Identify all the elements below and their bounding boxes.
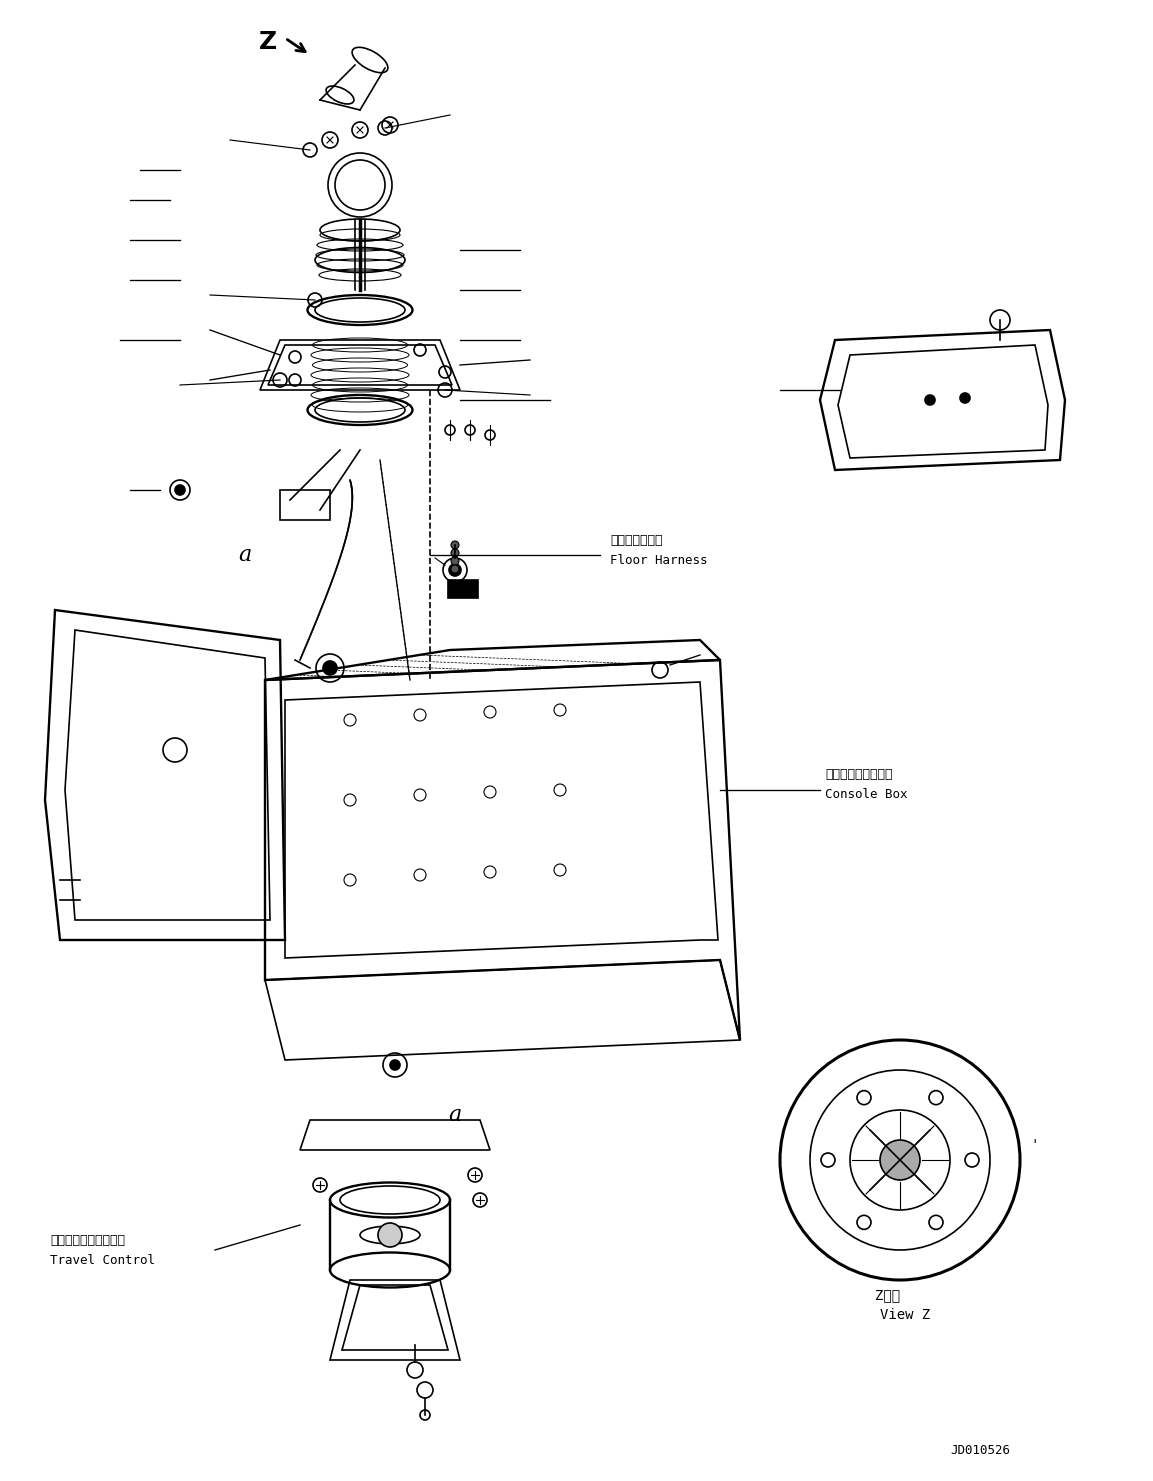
Circle shape bbox=[390, 1060, 400, 1069]
Circle shape bbox=[451, 549, 459, 557]
Text: Z　視: Z 視 bbox=[875, 1288, 900, 1302]
Circle shape bbox=[451, 557, 459, 564]
Circle shape bbox=[449, 564, 461, 576]
Text: JD010526: JD010526 bbox=[950, 1444, 1010, 1456]
Bar bbox=[449, 581, 478, 598]
Text: トラベルコントロール: トラベルコントロール bbox=[50, 1234, 125, 1247]
Circle shape bbox=[451, 564, 459, 573]
Text: View Z: View Z bbox=[880, 1308, 930, 1323]
Text: Z: Z bbox=[259, 30, 277, 53]
Circle shape bbox=[960, 392, 970, 403]
Text: コンソールボックス: コンソールボックス bbox=[826, 769, 892, 782]
Text: Travel Control: Travel Control bbox=[50, 1253, 155, 1266]
Circle shape bbox=[323, 661, 337, 675]
Text: a: a bbox=[449, 1103, 461, 1126]
Circle shape bbox=[378, 1223, 402, 1247]
Circle shape bbox=[925, 395, 935, 404]
Circle shape bbox=[451, 541, 459, 549]
Circle shape bbox=[880, 1140, 920, 1180]
Bar bbox=[280, 490, 330, 520]
Text: Floor Harness: Floor Harness bbox=[610, 554, 708, 567]
Text: Console Box: Console Box bbox=[826, 788, 907, 801]
Text: a: a bbox=[239, 544, 251, 566]
Text: フロアハーネス: フロアハーネス bbox=[610, 533, 663, 546]
Circle shape bbox=[175, 484, 184, 495]
Text: ': ' bbox=[1031, 1137, 1039, 1152]
